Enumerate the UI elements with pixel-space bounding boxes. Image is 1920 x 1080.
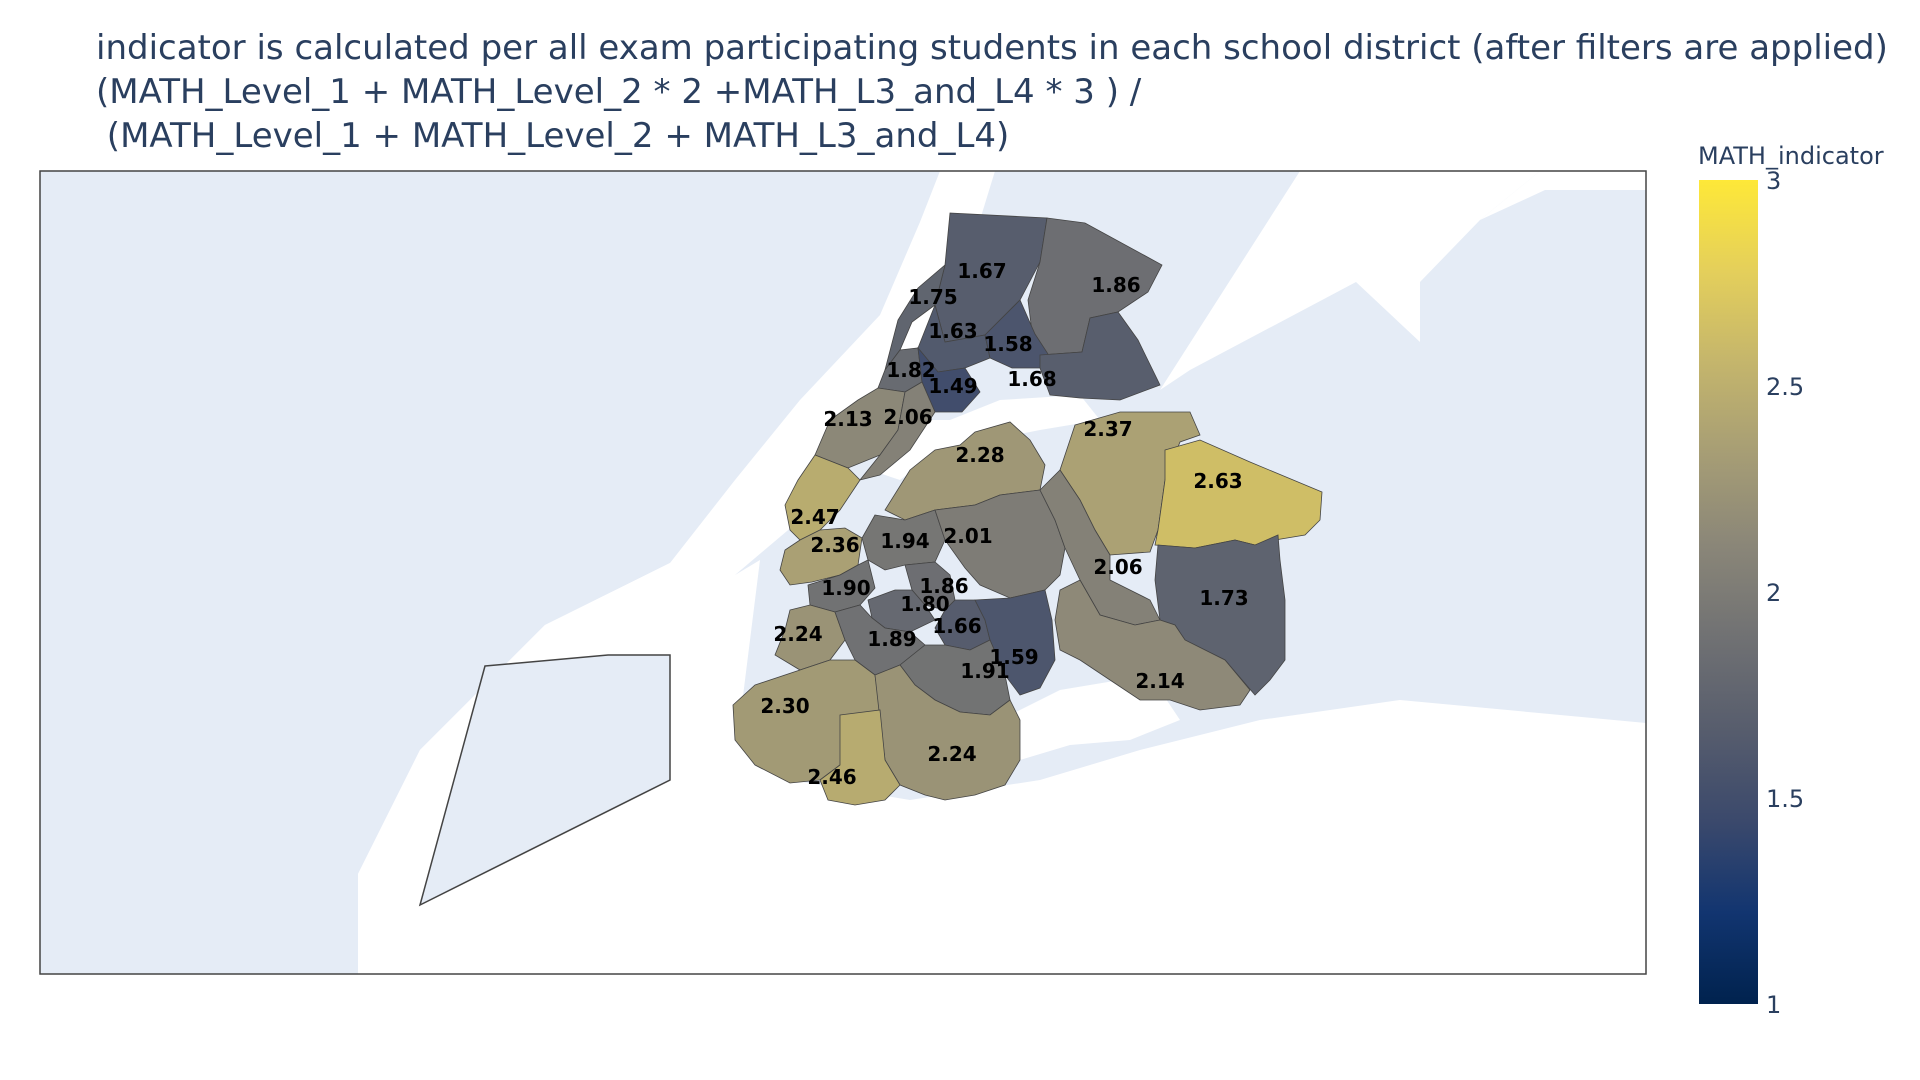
district-value-label: 2.63 <box>1193 469 1242 493</box>
district-value-label: 1.94 <box>880 529 929 553</box>
district-value-label: 1.86 <box>1091 273 1140 297</box>
district-value-label: 1.66 <box>932 614 981 638</box>
district-value-label: 2.28 <box>955 443 1004 467</box>
colorbar-tick-label: 1 <box>1766 991 1781 1019</box>
district-value-label: 1.80 <box>900 592 949 616</box>
district-value-label: 1.59 <box>989 645 1038 669</box>
district-value-label: 2.46 <box>807 765 856 789</box>
district-value-label: 2.47 <box>790 505 839 529</box>
district-value-label: 2.37 <box>1083 417 1132 441</box>
school-districts <box>732 212 1323 806</box>
colorbar-gradient <box>1699 180 1758 1004</box>
district-region[interactable] <box>1054 579 1251 711</box>
long-island-sound-water <box>1160 171 1540 390</box>
jamaica-bay-water <box>1000 680 1180 760</box>
district-value-label: 1.90 <box>821 576 870 600</box>
district-value-label: 1.86 <box>919 574 968 598</box>
colorbar: MATH_indicator 1 1.5 2 2.5 3 <box>1698 142 1884 1019</box>
district-value-label: 2.14 <box>1135 669 1184 693</box>
district-value-label: 2.06 <box>1093 555 1142 579</box>
staten-island-land <box>418 654 671 907</box>
map-frame <box>39 170 1647 975</box>
district-value-label: 2.06 <box>883 405 932 429</box>
district-value-label: 1.73 <box>1199 586 1248 610</box>
district-value-label: 1.49 <box>928 374 977 398</box>
district-value-label: 2.24 <box>773 622 822 646</box>
district-value-label: 1.82 <box>886 358 935 382</box>
district-value-label: 1.68 <box>1007 367 1056 391</box>
district-value-label: 1.63 <box>928 319 977 343</box>
district-region[interactable] <box>974 589 1056 696</box>
atlantic-water <box>1480 171 1646 220</box>
water-bodies <box>358 171 1646 974</box>
district-value-label: 1.67 <box>957 259 1006 283</box>
colorbar-tick-label: 2 <box>1766 579 1781 607</box>
colorbar-tick-label: 3 <box>1766 167 1781 195</box>
district-value-label: 1.75 <box>908 285 957 309</box>
district-labels: 1.67 1.86 1.75 1.631.58 1.821.49 1.68 2.13 2.06… <box>760 259 1248 789</box>
district-region[interactable] <box>858 381 936 481</box>
title-line-1: indicator is calculated per all exam par… <box>96 28 1888 68</box>
district-value-label: 2.24 <box>927 742 976 766</box>
map-title: indicator is calculated per all exam par… <box>96 26 1888 158</box>
district-value-label: 1.89 <box>867 627 916 651</box>
colorbar-title: MATH_indicator <box>1698 142 1884 170</box>
colorbar-tick-label: 1.5 <box>1766 785 1804 813</box>
geo-plot-area <box>39 170 1647 975</box>
district-region[interactable] <box>1039 469 1161 626</box>
title-line-2: (MATH_Level_1 + MATH_Level_2 * 2 +MATH_L… <box>96 72 1142 112</box>
title-line-3: (MATH_Level_1 + MATH_Level_2 + MATH_L3_a… <box>96 116 1010 156</box>
district-region[interactable] <box>934 489 1066 599</box>
district-value-label: 1.91 <box>960 659 1009 683</box>
colorbar-ticks: 1 1.5 2 2.5 3 <box>1766 167 1804 1019</box>
district-value-label: 2.01 <box>943 524 992 548</box>
district-region[interactable] <box>819 709 901 806</box>
district-value-label: 2.36 <box>810 533 859 557</box>
district-region[interactable] <box>1039 311 1161 401</box>
district-value-label: 1.58 <box>983 332 1032 356</box>
district-value-label: 2.13 <box>823 407 872 431</box>
harbor-water <box>358 560 1646 974</box>
colorbar-tick-label: 2.5 <box>1766 373 1804 401</box>
district-value-label: 2.30 <box>760 694 809 718</box>
